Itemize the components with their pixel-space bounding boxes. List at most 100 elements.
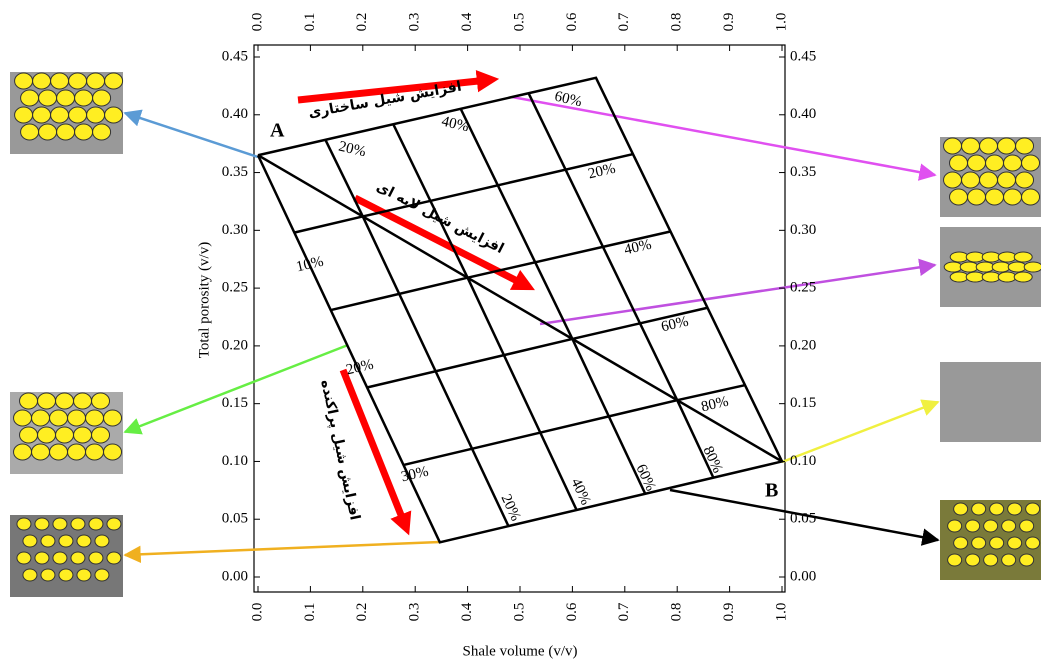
- grain: [943, 137, 963, 155]
- x-tick-label: 0.3: [407, 603, 423, 622]
- grain: [953, 536, 969, 550]
- grain: [91, 426, 111, 444]
- grain: [997, 171, 1017, 189]
- y-tick-label: 0.45: [222, 48, 248, 64]
- grain: [70, 517, 86, 531]
- grain: [943, 171, 963, 189]
- x-tick-label: 0.8: [669, 603, 685, 622]
- grain: [1001, 519, 1017, 533]
- grain: [37, 426, 57, 444]
- x-tick-label: 0.5: [511, 13, 527, 32]
- x-tick-label: 0.7: [616, 12, 632, 31]
- grain: [1013, 251, 1033, 263]
- contour-label: 60%: [553, 89, 583, 111]
- grain: [979, 171, 999, 189]
- grain: [949, 154, 969, 172]
- grain: [58, 568, 74, 582]
- x-tick-label: 0.2: [354, 13, 370, 32]
- thumbnail: [940, 362, 1041, 442]
- y-tick-label: 0.15: [790, 395, 816, 411]
- y-tick-label: 0.20: [790, 337, 816, 353]
- grain: [55, 392, 75, 410]
- grain: [1023, 261, 1041, 273]
- grain: [953, 502, 969, 516]
- grain: [991, 261, 1011, 273]
- grain: [965, 251, 985, 263]
- x-tick-label: 0.6: [564, 12, 580, 31]
- grain: [38, 123, 58, 141]
- grain: [947, 553, 963, 567]
- model-line: [527, 92, 679, 401]
- x-tick-label: 0.0: [249, 603, 265, 622]
- grain: [981, 271, 1001, 283]
- grain: [88, 517, 104, 531]
- y-axis-label: Total porosity (v/v): [196, 242, 212, 358]
- grain: [76, 568, 92, 582]
- grain: [1003, 188, 1023, 206]
- contour-label: 40%: [567, 476, 593, 508]
- grain: [983, 553, 999, 567]
- grain: [22, 534, 38, 548]
- grain: [1025, 536, 1041, 550]
- x-tick-label: 0.7: [616, 602, 632, 621]
- grain: [38, 89, 58, 107]
- grain: [981, 251, 1001, 263]
- grain: [50, 72, 70, 90]
- point-label: A: [270, 120, 285, 142]
- model-line: [676, 383, 746, 402]
- grain: [971, 502, 987, 516]
- y-tick-label: 0.10: [222, 453, 248, 469]
- y-tick-label: 0.10: [790, 453, 816, 469]
- grain: [949, 271, 969, 283]
- grain: [40, 568, 56, 582]
- grain: [997, 271, 1017, 283]
- y-tick-label: 0.35: [790, 164, 816, 180]
- model-line: [330, 276, 468, 312]
- connector: [123, 109, 259, 159]
- grain: [58, 534, 74, 548]
- grain: [56, 123, 76, 141]
- grain: [20, 89, 40, 107]
- grain: [74, 89, 94, 107]
- connector: [123, 343, 349, 435]
- grain: [56, 89, 76, 107]
- grain: [949, 188, 969, 206]
- grain: [85, 443, 105, 461]
- grain: [76, 534, 92, 548]
- grain: [52, 517, 68, 531]
- grain: [94, 534, 110, 548]
- trend-arrow: [297, 70, 500, 104]
- grain-thumbnails: [10, 72, 1041, 597]
- x-tick-label: 0.9: [721, 603, 737, 622]
- x-tick-label: 0.6: [564, 602, 580, 621]
- grain: [13, 409, 33, 427]
- y-tick-label: 0.45: [790, 48, 816, 64]
- grain: [34, 551, 50, 565]
- grain: [70, 551, 86, 565]
- model-line: [403, 398, 678, 467]
- grain: [32, 106, 52, 124]
- x-tick-label: 0.0: [249, 13, 265, 32]
- grain: [983, 519, 999, 533]
- grain: [85, 409, 105, 427]
- grain: [73, 392, 93, 410]
- grain: [961, 137, 981, 155]
- grain: [997, 137, 1017, 155]
- x-tick-label: 0.4: [459, 12, 475, 31]
- grain: [103, 409, 123, 427]
- grain: [965, 553, 981, 567]
- grain: [985, 188, 1005, 206]
- contour-label: 40%: [623, 237, 653, 259]
- grain: [1013, 271, 1033, 283]
- grain: [104, 72, 124, 90]
- grain: [67, 409, 87, 427]
- grain: [959, 261, 979, 273]
- contour-label: 60%: [660, 314, 690, 336]
- grain: [967, 154, 987, 172]
- connector: [539, 258, 937, 326]
- point-label: B: [765, 480, 778, 502]
- grain: [88, 551, 104, 565]
- x-tick-label: 0.4: [459, 602, 475, 621]
- connector: [123, 540, 441, 564]
- y-tick-label: 0.25: [222, 280, 248, 296]
